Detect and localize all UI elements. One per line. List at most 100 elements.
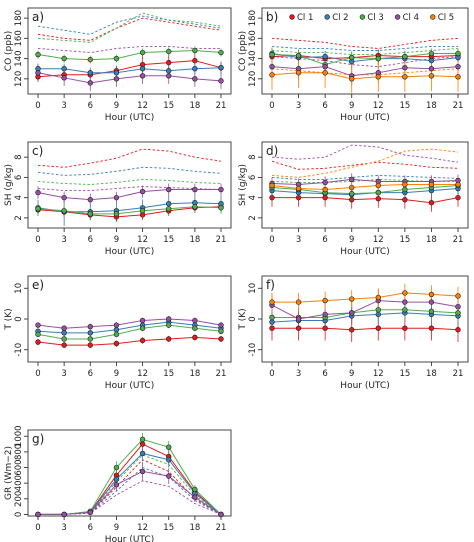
- data-point: [428, 73, 435, 79]
- data-point: [375, 307, 381, 313]
- data-point: [87, 342, 93, 348]
- data-point: [192, 204, 198, 210]
- data-point: [139, 441, 146, 447]
- data-point: [166, 322, 172, 328]
- panel-f: 0 3 6 9 12 15 18 21 Hour (UTC) -10 0 10 T (K) f): [238, 275, 469, 391]
- x-tick-label: 3: [296, 369, 301, 379]
- y-tick-label: 200: [14, 491, 24, 507]
- data-point: [402, 299, 408, 305]
- y-tick-label: 600: [14, 459, 24, 475]
- x-tick-label: 9: [114, 523, 119, 533]
- series-line-cl5: [271, 72, 459, 80]
- dashed-line-cl5: [271, 148, 459, 178]
- data-point: [35, 51, 41, 58]
- data-point: [218, 322, 224, 328]
- data-point: [322, 311, 328, 318]
- data-point: [61, 342, 67, 348]
- x-tick-label: 18: [189, 369, 200, 379]
- y-tick-label: 800: [14, 444, 24, 460]
- data-point: [61, 511, 67, 518]
- x-tick-label: 18: [189, 235, 200, 245]
- x-tick-label: 12: [137, 369, 148, 379]
- series-line-cl4: [271, 178, 459, 185]
- y-tick-label: 10: [14, 283, 24, 294]
- x-tick-label: 0: [269, 235, 274, 245]
- data-point: [113, 482, 120, 488]
- data-point: [269, 314, 275, 321]
- x-tick-label: 0: [35, 235, 40, 245]
- data-point: [61, 55, 67, 62]
- y-tick-label: 6: [248, 175, 258, 180]
- x-tick-label: 15: [399, 235, 410, 245]
- data-point: [87, 330, 93, 336]
- data-point: [349, 190, 355, 197]
- y-tick-label: 8: [248, 154, 258, 159]
- x-tick-label: 15: [163, 523, 174, 533]
- data-point: [139, 436, 146, 443]
- data-point: [402, 64, 408, 71]
- data-point: [35, 331, 41, 338]
- dashed-line-cl3: [37, 12, 222, 43]
- series-line-cl3: [37, 49, 222, 61]
- data-point: [402, 196, 408, 203]
- series-line-cl1: [272, 197, 459, 204]
- data-point: [166, 316, 172, 322]
- data-point: [87, 336, 93, 342]
- data-point: [192, 334, 198, 341]
- plot-frame: [27, 429, 232, 517]
- data-point: [402, 307, 408, 313]
- data-point: [139, 66, 146, 72]
- data-point: [375, 311, 381, 318]
- data-point: [113, 327, 120, 333]
- dashed-line-cl2: [38, 467, 222, 515]
- data-point: [428, 291, 435, 298]
- data-point: [218, 328, 224, 334]
- data-point: [375, 195, 381, 202]
- data-point: [455, 310, 461, 316]
- x-axis-label: Hour (UTC): [340, 247, 389, 257]
- y-tick-label: 4: [248, 195, 258, 200]
- data-point: [218, 64, 224, 71]
- data-point: [87, 323, 93, 330]
- data-point: [428, 181, 435, 188]
- x-tick-label: 9: [114, 235, 119, 245]
- x-tick-label: 9: [114, 369, 119, 379]
- data-point: [61, 75, 67, 81]
- series-line-cl3: [272, 309, 459, 318]
- data-point: [269, 325, 275, 331]
- data-point: [295, 316, 302, 322]
- y-axis-label: T (K): [238, 308, 248, 330]
- x-axis-label: Hour (UTC): [105, 113, 154, 123]
- data-point: [166, 68, 172, 74]
- x-tick-label: 3: [296, 235, 301, 245]
- x-tick-label: 6: [88, 235, 93, 245]
- data-point: [218, 186, 224, 193]
- x-tick-label: 18: [189, 523, 200, 533]
- panel-e: 0 3 6 9 12 15 18 21 Hour (UTC) -10 0 10 T (K) e): [4, 275, 232, 391]
- data-point: [113, 322, 120, 328]
- x-tick-label: 15: [163, 235, 174, 245]
- y-tick-label: 10: [248, 283, 258, 294]
- panel-label: f): [266, 278, 275, 292]
- x-tick-label: 21: [453, 235, 464, 245]
- series-line-cl2: [38, 67, 222, 74]
- series-line-cl2: [38, 452, 222, 515]
- x-tick-label: 9: [349, 369, 354, 379]
- x-tick-label: 6: [88, 369, 93, 379]
- data-point: [322, 179, 328, 186]
- data-point: [113, 194, 120, 201]
- data-point: [455, 293, 461, 299]
- x-tick-label: 9: [114, 101, 119, 111]
- data-point: [349, 296, 355, 302]
- dashed-line-cl1: [37, 148, 222, 168]
- plot-frame: [27, 7, 232, 95]
- data-point: [269, 72, 275, 78]
- x-tick-label: 21: [216, 101, 227, 111]
- y-axis-label: CO (ppb): [238, 31, 248, 71]
- data-point: [349, 327, 355, 333]
- legend-marker: [359, 14, 366, 20]
- data-point: [375, 55, 381, 62]
- series-line-cl1: [37, 206, 222, 218]
- x-tick-label: 21: [216, 523, 227, 533]
- x-tick-label: 3: [61, 101, 66, 111]
